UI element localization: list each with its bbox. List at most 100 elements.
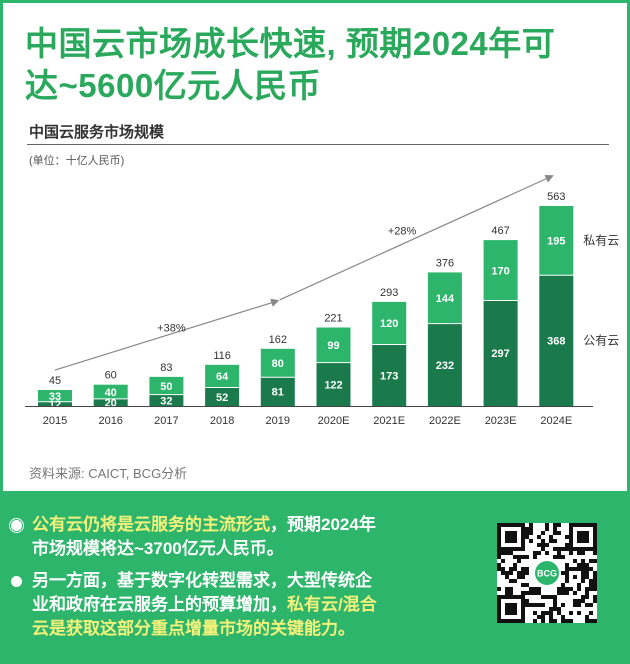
bar-public-cloud [38,401,72,406]
bullet-dot-icon [11,576,22,587]
qr-module [545,611,549,615]
growth-arrow-2 [279,174,554,301]
x-tick-label: 2015 [43,415,67,427]
qr-module [561,555,565,559]
qr-module [521,555,525,559]
x-tick-label: 2023E [485,415,517,427]
qr-module [553,539,557,543]
qr-module [553,527,557,531]
bullet1-highlight: 公有云仍将是云服务的主流形式 [32,515,270,534]
qr-module [525,583,529,587]
qr-module [569,587,573,591]
qr-module [573,603,577,607]
data-label-private: 33 [49,391,61,403]
qr-module [521,591,525,595]
qr-module [561,547,565,551]
qr-module [553,547,557,551]
data-label-private: 144 [436,293,455,305]
qr-module [541,615,545,619]
qr-module [533,591,537,595]
qr-module [589,583,593,587]
qr-module [557,611,561,615]
qr-module [577,587,581,591]
qr-module [525,535,529,539]
qr-code-icon[interactable]: BCG [497,523,597,623]
qr-module [549,619,553,623]
data-label-public: 173 [380,370,398,382]
qr-module [533,555,537,559]
bar-public-cloud [316,362,351,406]
qr-module [521,575,525,579]
qr-module [497,587,501,591]
qr-module [581,563,585,567]
data-label-private: 99 [327,340,339,352]
qr-module [577,599,581,603]
qr-module [585,603,589,607]
qr-module [509,567,513,571]
qr-module [557,547,561,551]
qr-module [553,595,557,599]
qr-module [513,579,517,583]
data-label-public: 81 [272,387,284,399]
qr-module [557,555,561,559]
qr-module [565,579,569,583]
growth-arrow-1 [54,298,280,371]
qr-module [589,579,593,583]
qr-finder [577,531,589,543]
qr-module [541,547,545,551]
qr-module [585,567,589,571]
qr-module [577,551,581,555]
qr-module [525,555,529,559]
qr-module [533,611,537,615]
qr-module [561,583,565,587]
qr-module [593,559,597,563]
qr-module [541,619,545,623]
qr-module [517,571,521,575]
x-tick-label: 2021E [373,415,405,427]
bar-public-cloud [372,344,407,406]
bar-private-cloud [260,348,295,378]
qr-module [565,591,569,595]
qr-module [585,563,589,567]
bcg-logo-text: BCG [537,569,557,579]
qr-module [573,559,577,563]
qr-module [497,551,501,555]
qr-module [593,599,597,603]
qr-module [505,551,509,555]
qr-module [533,619,537,623]
qr-module [513,567,517,571]
qr-module [577,583,581,587]
qr-module [541,531,545,535]
qr-module [585,575,589,579]
qr-module [537,603,541,607]
qr-module [593,587,597,591]
qr-module [589,587,593,591]
x-tick-label: 2018 [210,415,234,427]
bar-private-cloud [316,327,351,363]
x-tick-label: 2022E [429,415,461,427]
qr-module [565,563,569,567]
qr-module [585,591,589,595]
qr-module [529,527,533,531]
qr-module [529,591,533,595]
data-label-private: 195 [547,236,565,248]
qr-module [529,603,533,607]
qr-module [517,559,521,563]
bar-public-cloud [149,394,184,406]
qr-module [553,603,557,607]
headline: 中国云市场成长快速, 预期2024年可 达~5600亿元人民币 [25,23,615,107]
qr-module [545,595,549,599]
bar-private-cloud [149,376,184,395]
qr-module [553,619,557,623]
data-label-total: 162 [269,334,287,346]
qr-module [537,591,541,595]
x-tick-label: 2016 [98,415,122,427]
qr-module [593,579,597,583]
qr-module [521,571,525,575]
bar-private-cloud [483,240,518,301]
qr-module [553,531,557,535]
qr-module [501,571,505,575]
qr-module [505,587,509,591]
qr-module [585,587,589,591]
bar-private-cloud [539,206,574,276]
